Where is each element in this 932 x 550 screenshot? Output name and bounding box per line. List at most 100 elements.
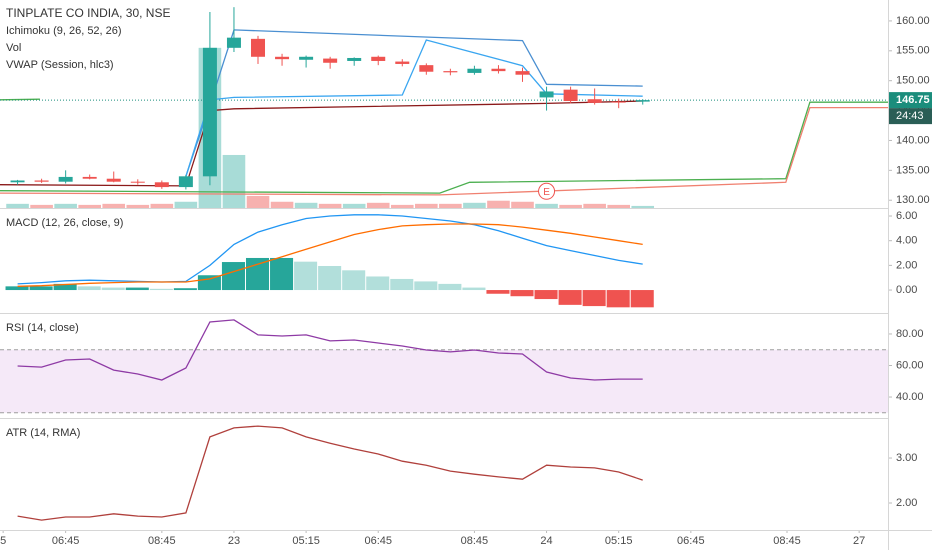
rsi-band <box>0 349 888 413</box>
countdown-label: 24:43 <box>896 110 924 122</box>
x-tick-label: 06:45 <box>52 535 80 547</box>
candle-body <box>395 61 410 64</box>
y-tick-label: 6.00 <box>896 210 917 222</box>
candle-body <box>515 71 530 75</box>
volume-bar <box>535 203 558 208</box>
y-tick-label: 40.00 <box>896 391 924 403</box>
volume-bar <box>174 201 198 208</box>
volume-bar <box>366 202 390 208</box>
candle-body <box>251 38 266 57</box>
volume-bar <box>318 203 342 208</box>
histogram-bar <box>462 287 486 291</box>
x-tick-label: 06:45 <box>677 535 705 547</box>
y-tick-label: 160.00 <box>896 15 930 27</box>
volume-bar <box>390 204 414 208</box>
histogram-bar <box>125 287 149 291</box>
histogram-bar <box>366 276 390 291</box>
y-tick-label: 60.00 <box>896 359 924 371</box>
indicator-label: MACD (12, 26, close, 9) <box>6 217 123 229</box>
volume-bar <box>126 204 150 208</box>
histogram-bar <box>582 290 606 307</box>
candle-body <box>202 47 217 177</box>
y-tick-label: 155.00 <box>896 45 930 57</box>
x-tick-label: 08:45 <box>773 535 801 547</box>
candle-body <box>275 56 290 60</box>
volume-bar <box>511 201 534 208</box>
histogram-bar <box>53 283 77 291</box>
histogram-bar <box>558 290 582 305</box>
y-tick-label: 3.00 <box>896 452 917 464</box>
series-line <box>17 319 643 381</box>
y-tick-label: 4.00 <box>896 235 917 247</box>
histogram-bar <box>630 290 654 308</box>
candle-body <box>130 181 145 183</box>
y-tick-label: 2.00 <box>896 259 917 271</box>
indicator-label: Vol <box>6 42 21 54</box>
volume-bar <box>222 154 246 208</box>
candle-body <box>323 58 338 63</box>
candle-body <box>178 176 193 188</box>
volume-bar <box>54 203 77 208</box>
candle-body <box>539 91 554 98</box>
x-tick-label: 08:45 <box>461 535 489 547</box>
series-line <box>0 106 888 196</box>
volume-bar <box>583 203 606 208</box>
histogram-bar <box>294 261 318 291</box>
candle-body <box>587 99 602 103</box>
volume-bar <box>631 205 655 208</box>
volume-bar <box>559 204 582 208</box>
candle-body <box>347 57 362 61</box>
last-price-box <box>889 92 932 109</box>
candle-body <box>467 68 482 73</box>
y-tick-label: 130.00 <box>896 194 930 206</box>
candle-body <box>106 178 121 182</box>
histogram-bar <box>101 287 125 291</box>
y-tick-label: 0.00 <box>896 284 917 296</box>
indicator-label: Ichimoku (9, 26, 52, 26) <box>6 25 122 37</box>
candle-body <box>635 100 650 102</box>
histogram-bar <box>510 290 534 297</box>
histogram-bar <box>438 283 462 291</box>
histogram-bar <box>245 257 270 291</box>
countdown-box <box>889 108 932 125</box>
candle-body <box>563 89 578 102</box>
volume-bar <box>78 204 101 208</box>
x-tick-label: 06:45 <box>364 535 392 547</box>
volume-bar <box>150 203 174 208</box>
plot-layer: 130.00135.00140.00145.00150.00155.00160.… <box>0 7 932 547</box>
volume-bar <box>487 200 510 208</box>
x-tick-label: 5 <box>0 535 6 547</box>
volume-bar <box>463 202 486 208</box>
histogram-bar <box>318 265 342 291</box>
x-tick-label: 08:45 <box>148 535 176 547</box>
histogram-bar <box>486 290 510 294</box>
histogram-bar <box>5 286 29 291</box>
candle-body <box>419 65 434 72</box>
candle-body <box>491 68 506 72</box>
volume-bar <box>607 204 630 208</box>
last-price-label: 146.75 <box>896 94 930 106</box>
candle-body <box>226 37 241 48</box>
volume-bar <box>342 203 366 208</box>
volume-bar <box>102 203 126 208</box>
candle-body <box>299 56 314 60</box>
y-tick-label: 140.00 <box>896 134 930 146</box>
y-tick-label: 150.00 <box>896 75 930 87</box>
x-tick-label: 05:15 <box>605 535 633 547</box>
histogram-bar <box>534 290 558 300</box>
histogram-bar <box>149 288 173 291</box>
y-tick-label: 135.00 <box>896 164 930 176</box>
indicator-label: ATR (14, RMA) <box>6 427 80 439</box>
y-tick-label: 80.00 <box>896 328 924 340</box>
series-line <box>17 425 643 521</box>
volume-bar <box>246 195 270 208</box>
candle-body <box>82 176 97 179</box>
candle-body <box>10 180 25 183</box>
histogram-bar <box>606 290 630 308</box>
event-marker <box>538 182 556 200</box>
series-line <box>17 214 643 285</box>
volume-bar <box>294 202 318 208</box>
volume-bar <box>415 203 438 208</box>
series-line <box>17 223 643 287</box>
